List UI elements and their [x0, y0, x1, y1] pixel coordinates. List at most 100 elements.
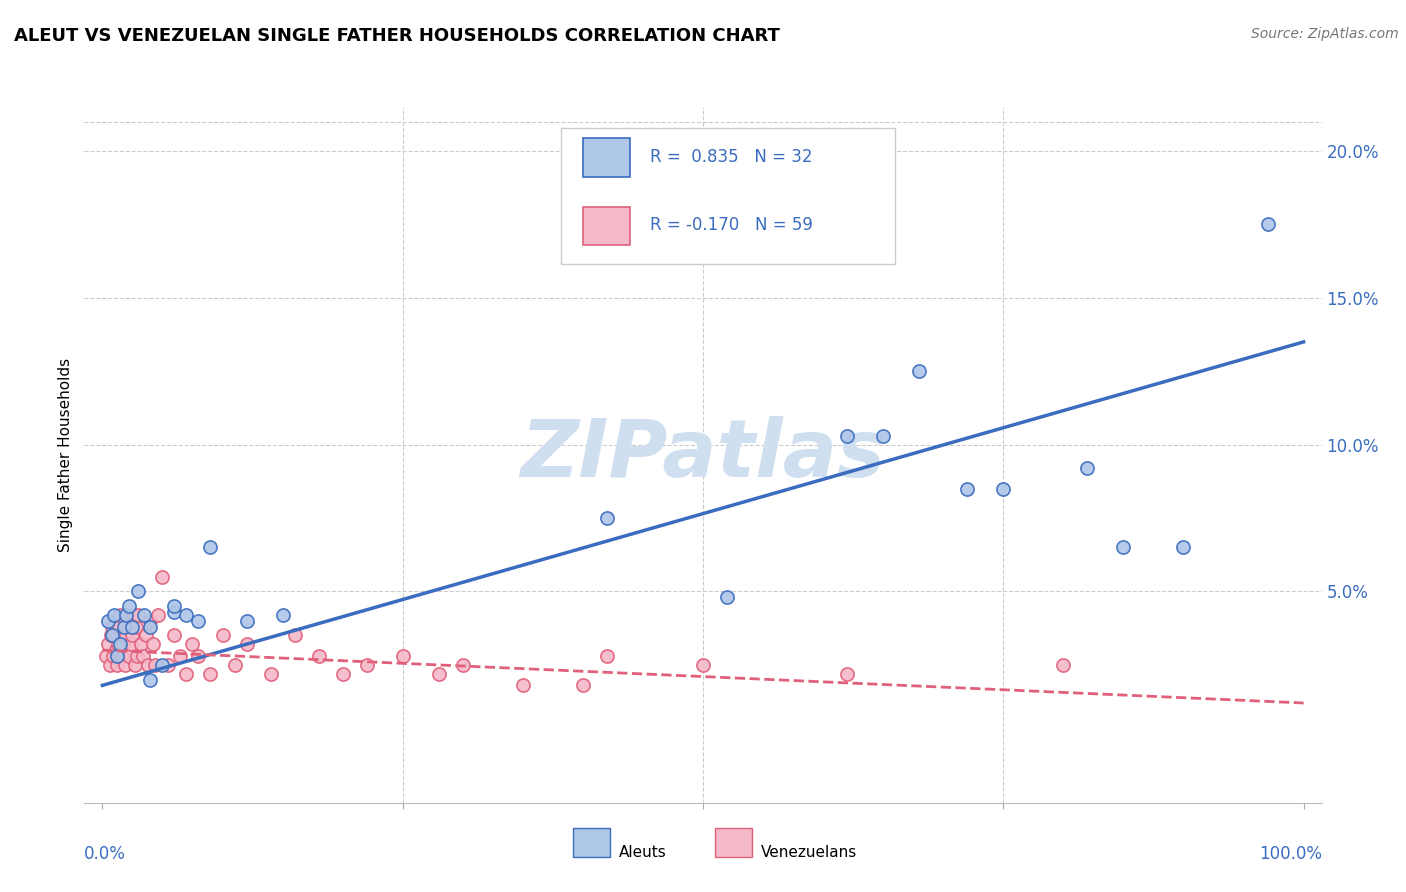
- Point: [103, 648, 125, 663]
- Point: [105, 648, 128, 663]
- Point: [122, 607, 145, 622]
- Point: [111, 637, 134, 651]
- Y-axis label: Single Father Households: Single Father Households: [58, 358, 73, 552]
- Point: [163, 628, 186, 642]
- Point: [572, 678, 595, 692]
- Point: [308, 648, 330, 663]
- Point: [103, 628, 125, 642]
- Point: [115, 628, 138, 642]
- Point: [139, 673, 162, 687]
- Point: [100, 628, 122, 642]
- Point: [391, 648, 413, 663]
- Point: [114, 657, 136, 672]
- Point: [163, 605, 186, 619]
- Point: [129, 637, 152, 651]
- Point: [152, 657, 174, 672]
- Point: [224, 657, 246, 672]
- Point: [1112, 541, 1135, 555]
- Point: [139, 614, 162, 628]
- Point: [127, 648, 149, 663]
- Point: [120, 637, 142, 651]
- Bar: [583, 207, 630, 244]
- Point: [837, 429, 859, 443]
- Point: [200, 666, 222, 681]
- Point: [107, 637, 129, 651]
- Point: [142, 637, 165, 651]
- Bar: [574, 828, 610, 857]
- Point: [121, 628, 143, 642]
- Point: [181, 637, 204, 651]
- Point: [512, 678, 534, 692]
- Point: [200, 541, 222, 555]
- Point: [101, 620, 124, 634]
- Bar: [583, 138, 630, 177]
- Point: [1076, 461, 1098, 475]
- Point: [143, 657, 166, 672]
- Point: [356, 657, 378, 672]
- Text: R = -0.170   N = 59: R = -0.170 N = 59: [650, 217, 813, 235]
- Point: [118, 648, 141, 663]
- Point: [127, 607, 149, 622]
- Text: 0.0%: 0.0%: [84, 845, 127, 863]
- Point: [124, 657, 146, 672]
- Point: [98, 657, 121, 672]
- Point: [115, 607, 138, 622]
- Point: [1052, 657, 1074, 672]
- Point: [94, 648, 117, 663]
- Point: [692, 657, 714, 672]
- Point: [163, 599, 186, 613]
- Point: [103, 607, 125, 622]
- Point: [97, 637, 120, 651]
- Point: [125, 620, 148, 634]
- Point: [235, 614, 257, 628]
- Point: [112, 628, 135, 642]
- Point: [427, 666, 450, 681]
- Point: [1257, 218, 1279, 232]
- Point: [121, 620, 143, 634]
- Point: [127, 584, 149, 599]
- Text: ZIPatlas: ZIPatlas: [520, 416, 886, 494]
- Point: [97, 614, 120, 628]
- Point: [332, 666, 354, 681]
- Point: [187, 648, 209, 663]
- Point: [110, 607, 132, 622]
- Point: [108, 620, 131, 634]
- Point: [908, 364, 931, 378]
- Point: [169, 648, 191, 663]
- Point: [139, 620, 162, 634]
- Bar: [716, 828, 752, 857]
- Point: [117, 620, 139, 634]
- Point: [211, 628, 233, 642]
- Point: [451, 657, 474, 672]
- Point: [157, 657, 180, 672]
- Point: [132, 648, 155, 663]
- Point: [837, 666, 859, 681]
- Point: [596, 511, 619, 525]
- Point: [1173, 541, 1195, 555]
- Point: [135, 628, 157, 642]
- Point: [104, 643, 127, 657]
- Point: [118, 599, 141, 613]
- Point: [284, 628, 307, 642]
- Text: Venezuelans: Venezuelans: [761, 845, 858, 860]
- Text: Aleuts: Aleuts: [619, 845, 666, 860]
- Text: Source: ZipAtlas.com: Source: ZipAtlas.com: [1251, 27, 1399, 41]
- Point: [152, 570, 174, 584]
- Point: [872, 429, 894, 443]
- Point: [187, 614, 209, 628]
- Point: [110, 648, 132, 663]
- Text: 100.0%: 100.0%: [1258, 845, 1322, 863]
- Point: [176, 607, 198, 622]
- Point: [271, 607, 294, 622]
- Text: ALEUT VS VENEZUELAN SINGLE FATHER HOUSEHOLDS CORRELATION CHART: ALEUT VS VENEZUELAN SINGLE FATHER HOUSEH…: [14, 27, 780, 45]
- Point: [146, 607, 169, 622]
- Text: R =  0.835   N = 32: R = 0.835 N = 32: [650, 148, 813, 166]
- Point: [956, 482, 979, 496]
- Point: [993, 482, 1015, 496]
- Point: [101, 628, 124, 642]
- Point: [112, 620, 135, 634]
- Point: [176, 666, 198, 681]
- Point: [259, 666, 281, 681]
- Point: [716, 591, 738, 605]
- Point: [136, 657, 159, 672]
